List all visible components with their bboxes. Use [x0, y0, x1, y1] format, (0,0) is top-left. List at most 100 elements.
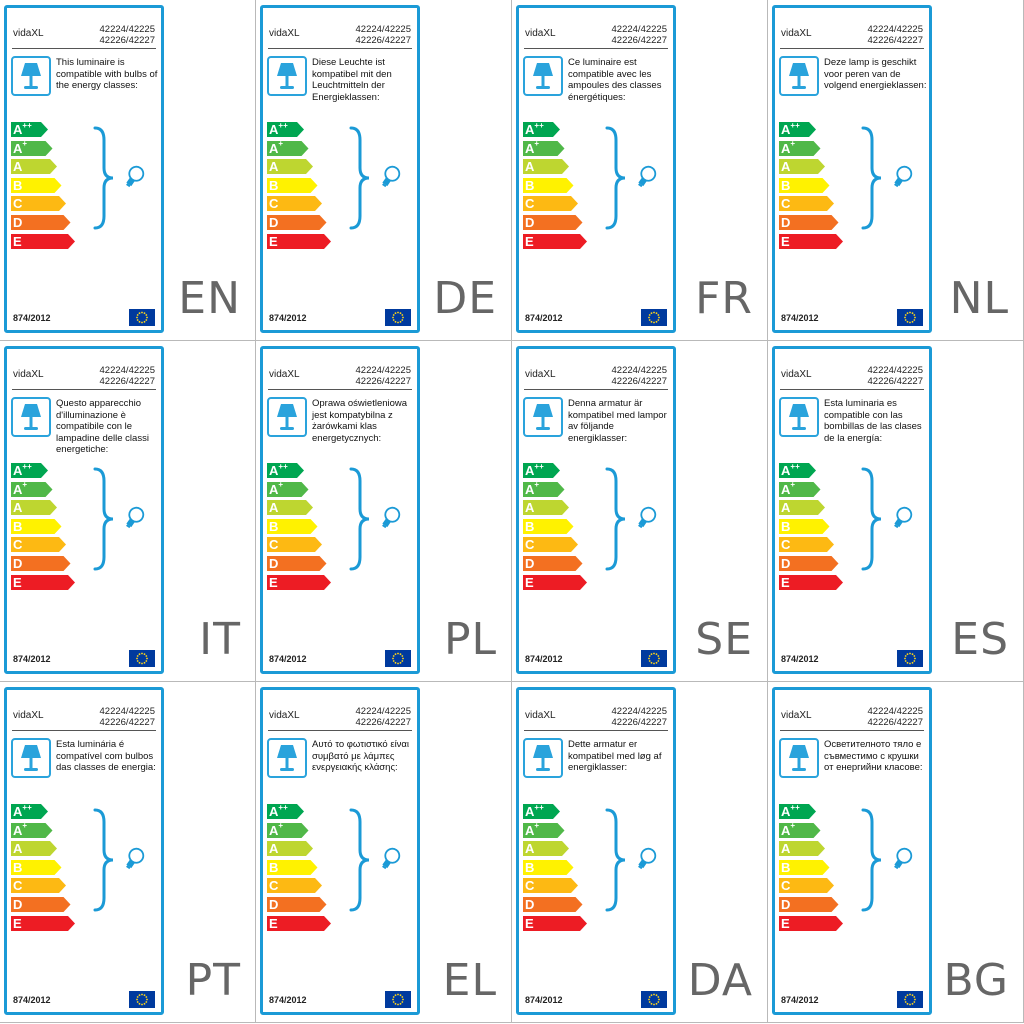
model-line-1: 42224/42225	[99, 365, 155, 376]
model-numbers: 42224/42225 42226/42227	[612, 365, 667, 387]
energy-class-suffix: +	[278, 139, 284, 149]
language-code: BG	[943, 955, 1009, 1006]
energy-class-suffix: +	[22, 480, 28, 490]
language-code: FR	[695, 273, 753, 324]
energy-class-letter-text: A	[525, 140, 535, 156]
bracket-icon	[859, 808, 883, 917]
bracket-icon	[859, 467, 883, 576]
table-lamp-icon	[11, 56, 51, 96]
language-cell-pl: vidaXL 42224/42225 42226/42227 Oprawa oś…	[256, 341, 512, 682]
energy-class-letter-text: A	[525, 841, 535, 857]
regulation-number: 874/2012	[13, 313, 51, 323]
brand-name: vidaXL	[781, 710, 812, 721]
model-line-2: 42226/42227	[611, 717, 667, 728]
language-code: EL	[442, 955, 497, 1006]
energy-class-suffix: ++	[278, 120, 288, 130]
bracket-icon	[347, 126, 371, 235]
model-line-2: 42226/42227	[355, 35, 411, 46]
energy-class-letter-text: A	[525, 463, 535, 478]
model-line-1: 42224/42225	[867, 706, 923, 717]
energy-class-letter: C	[525, 196, 534, 211]
bracket-icon	[859, 126, 883, 235]
energy-class-letter: D	[13, 215, 22, 230]
bracket-icon	[603, 808, 627, 917]
header-divider	[780, 48, 924, 49]
energy-class-letter: B	[13, 178, 22, 193]
table-lamp-icon	[523, 738, 563, 778]
energy-class-scale: A++ A+ A B C D E	[779, 462, 849, 597]
language-code: NL	[949, 273, 1009, 324]
energy-class-suffix: ++	[534, 461, 544, 471]
energy-class-scale: A++ A+ A B C D E	[267, 120, 337, 256]
language-cell-da: vidaXL 42224/42225 42226/42227 Dette arm…	[512, 682, 768, 1023]
header-divider	[524, 730, 668, 731]
energy-class-letter-text: B	[13, 859, 23, 875]
energy-class-letter: A	[525, 500, 534, 515]
regulation-number: 874/2012	[781, 995, 819, 1005]
energy-class-suffix: ++	[534, 802, 544, 812]
model-numbers: 42224/42225 42226/42227	[356, 706, 411, 728]
eu-flag-icon	[641, 650, 667, 667]
regulation-number: 874/2012	[525, 313, 563, 323]
energy-class-letter: A	[13, 159, 22, 174]
compatibility-text: Denna armatur är kompatibel med lampor a…	[568, 398, 667, 444]
compatibility-text: Esta luminária é compatível com bulbos d…	[56, 739, 156, 773]
language-cell-en: vidaXL 42224/42225 42226/42227 This lumi…	[0, 0, 256, 341]
brand-name: vidaXL	[781, 369, 812, 380]
model-numbers: 42224/42225 42226/42227	[356, 24, 411, 46]
energy-class-letter: A++	[13, 462, 32, 478]
energy-class-suffix: +	[790, 480, 796, 490]
energy-class-letter: A+	[525, 822, 539, 838]
energy-class-letter-text: A	[781, 841, 791, 857]
model-line-1: 42224/42225	[867, 24, 923, 35]
brand-name: vidaXL	[781, 28, 812, 39]
energy-class-letter: E	[13, 575, 22, 590]
light-bulb-icon	[119, 504, 149, 537]
energy-class-suffix: +	[790, 139, 796, 149]
energy-class-letter: C	[13, 878, 22, 893]
energy-class-suffix: ++	[278, 461, 288, 471]
table-lamp-icon	[267, 738, 307, 778]
model-numbers: 42224/42225 42226/42227	[868, 365, 923, 387]
language-code: DE	[433, 273, 497, 324]
energy-class-letter: B	[781, 519, 790, 534]
energy-class-letter: A++	[13, 803, 32, 819]
energy-class-letter: C	[269, 537, 278, 552]
model-line-2: 42226/42227	[99, 717, 155, 728]
energy-class-letter-text: D	[781, 215, 791, 230]
energy-class-letter-text: A	[269, 159, 279, 175]
energy-class-letter: E	[525, 234, 534, 249]
energy-class-letter: C	[269, 878, 278, 893]
energy-class-letter-text: C	[525, 878, 535, 894]
energy-class-letter: E	[269, 575, 278, 590]
compatibility-text: Oprawa oświetleniowa jest kompatybilna z…	[312, 398, 408, 444]
energy-class-scale: A++ A+ A B C D E	[267, 461, 337, 597]
energy-class-letter-text: D	[13, 215, 23, 230]
energy-label: vidaXL 42224/42225 42226/42227 Dette arm…	[516, 687, 676, 1015]
model-numbers: 42224/42225 42226/42227	[356, 365, 411, 387]
energy-class-letter-text: D	[525, 215, 535, 230]
energy-class-letter-text: A	[525, 500, 535, 516]
energy-class-letter-text: D	[269, 897, 279, 912]
energy-class-letter: A+	[13, 480, 28, 497]
model-line-1: 42224/42225	[99, 24, 155, 35]
energy-class-letter: A++	[781, 462, 800, 478]
brand-name: vidaXL	[269, 28, 300, 39]
energy-class-letter: E	[781, 916, 790, 931]
energy-class-letter: D	[781, 556, 790, 571]
energy-class-letter: D	[525, 556, 534, 571]
light-bulb-icon	[887, 163, 917, 196]
energy-class-letter: D	[269, 556, 278, 571]
energy-class-letter-text: E	[269, 915, 278, 931]
eu-flag-icon	[897, 650, 923, 667]
energy-class-letter: A	[781, 841, 790, 856]
energy-class-letter: D	[13, 556, 22, 571]
energy-class-letter-text: C	[13, 878, 23, 894]
model-line-2: 42226/42227	[355, 376, 411, 387]
energy-class-letter: D	[525, 897, 534, 912]
energy-class-letter-text: A	[269, 804, 279, 819]
energy-class-letter: A+	[13, 822, 27, 838]
energy-class-letter: B	[269, 178, 278, 193]
energy-class-letter-text: E	[13, 233, 22, 249]
energy-class-letter-text: A	[13, 841, 23, 857]
